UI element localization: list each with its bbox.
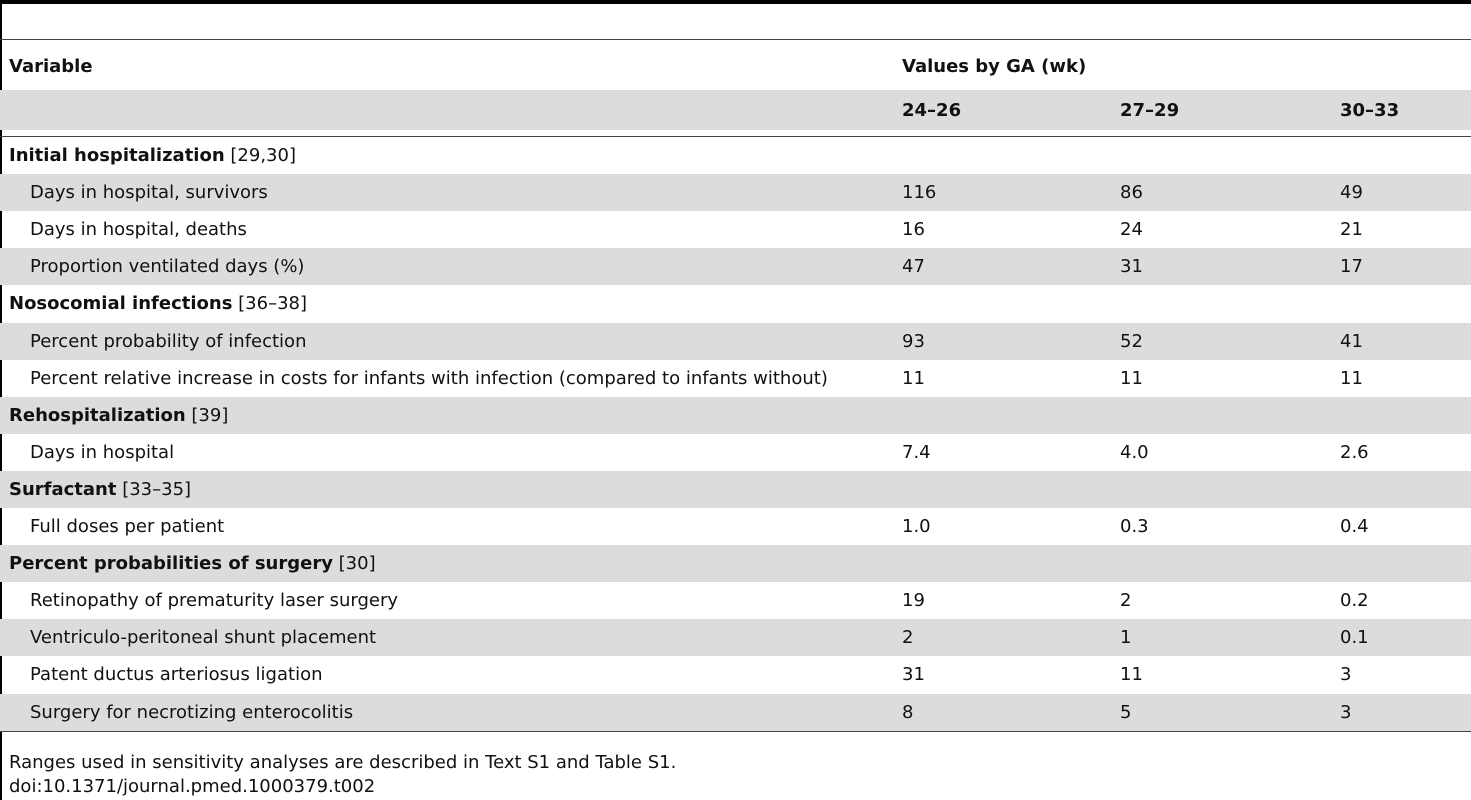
section-reference: [29,30] — [224, 145, 296, 166]
row-label: Days in hospital, survivors — [30, 182, 268, 204]
table-row: Surgery for necrotizing enterocolitis 8 5 3 — [0, 693, 1471, 731]
footnote: Ranges used in sensitivity analyses are … — [9, 752, 677, 773]
cell-value: 11 — [1120, 664, 1143, 686]
row-label: Percent probability of infection — [30, 330, 307, 352]
row-label: Proportion ventilated days (%) — [30, 256, 305, 278]
cell-value: 11 — [902, 367, 925, 389]
cell-value: 8 — [902, 701, 914, 723]
cell-value: 16 — [902, 219, 925, 241]
col-header-1: 24–26 — [902, 99, 962, 121]
table-row: Proportion ventilated days (%) 47 31 17 — [0, 248, 1471, 286]
row-label: Percent relative increase in costs for i… — [30, 367, 828, 389]
column-header-row: 24–26 27–29 30–33 — [0, 90, 1471, 130]
section-title: Surfactant — [9, 478, 117, 500]
top-border — [0, 0, 1471, 4]
section-label: Initial hospitalization [29,30] — [9, 145, 296, 166]
section-label: Percent probabilities of surgery [30] — [9, 553, 376, 574]
cell-value: 0.3 — [1120, 516, 1149, 537]
cell-value: 0.4 — [1340, 516, 1369, 537]
cell-value: 3 — [1340, 664, 1352, 686]
section-label: Nosocomial infections [36–38] — [9, 293, 307, 314]
table-row: Patent ductus arteriosus ligation 31 11 3 — [0, 656, 1471, 693]
cell-value: 116 — [902, 182, 937, 204]
cell-value: 7.4 — [902, 441, 931, 463]
table-row: Days in hospital, deaths 16 24 21 — [0, 211, 1471, 248]
cell-value: 93 — [902, 330, 925, 352]
table-bottom-rule — [0, 731, 1471, 732]
section-row: Rehospitalization [39] — [0, 396, 1471, 434]
cell-value: 0.1 — [1340, 627, 1369, 649]
col-header-3: 30–33 — [1340, 99, 1400, 121]
cell-value: 17 — [1340, 256, 1363, 278]
section-row: Initial hospitalization [29,30] — [0, 137, 1471, 174]
section-reference: [33–35] — [116, 478, 192, 500]
cell-value: 24 — [1120, 219, 1143, 241]
cell-value: 1 — [1120, 627, 1132, 649]
section-title: Rehospitalization — [9, 404, 186, 426]
cell-value: 21 — [1340, 219, 1363, 241]
section-row: Nosocomial infections [36–38] — [0, 285, 1471, 322]
row-label: Days in hospital, deaths — [30, 219, 247, 241]
cell-value: 3 — [1340, 701, 1352, 723]
row-label: Days in hospital — [30, 441, 175, 463]
section-reference: [39] — [185, 404, 229, 426]
section-reference: [30] — [332, 553, 376, 575]
cell-value: 2 — [902, 627, 914, 649]
cell-value: 4.0 — [1120, 441, 1149, 463]
doi: doi:10.1371/journal.pmed.1000379.t002 — [9, 776, 376, 797]
cell-value: 47 — [902, 256, 925, 278]
row-label: Patent ductus arteriosus ligation — [30, 664, 323, 686]
section-title: Initial hospitalization — [9, 145, 225, 166]
variable-header: Variable — [9, 55, 93, 77]
table-row: Days in hospital, survivors 116 86 49 — [0, 174, 1471, 212]
cell-value: 31 — [1120, 256, 1143, 278]
header-bottom-rule — [0, 136, 1471, 137]
cell-value: 41 — [1340, 330, 1363, 352]
col-header-2: 27–29 — [1120, 99, 1180, 121]
table-row: Retinopathy of prematurity laser surgery… — [0, 582, 1471, 619]
table-row: Days in hospital 7.4 4.0 2.6 — [0, 434, 1471, 471]
cell-value: 52 — [1120, 330, 1143, 352]
cell-value: 11 — [1340, 367, 1363, 389]
cell-value: 1.0 — [902, 516, 931, 537]
row-label: Ventriculo-peritoneal shunt placement — [30, 627, 377, 649]
table-row: Ventriculo-peritoneal shunt placement 2 1 0… — [0, 619, 1471, 657]
cell-value: 2.6 — [1340, 441, 1369, 463]
cell-value: 31 — [902, 664, 925, 686]
cell-value: 2 — [1120, 590, 1132, 612]
table-row: Percent relative increase in costs for i… — [0, 360, 1471, 397]
group-header: Values by GA (wk) — [902, 55, 1087, 77]
table-row: Percent probability of infection 93 52 41 — [0, 322, 1471, 360]
section-title: Nosocomial infections — [9, 293, 233, 315]
table-row: Full doses per patient 1.0 0.3 0.4 — [0, 508, 1471, 545]
section-row: Surfactant [33–35] — [0, 470, 1471, 508]
cell-value: 11 — [1120, 367, 1143, 389]
cell-value: 19 — [902, 590, 925, 612]
section-row: Percent probabilities of surgery [30] — [0, 545, 1471, 583]
row-label: Full doses per patient — [30, 516, 225, 537]
row-label: Surgery for necrotizing enterocolitis — [30, 701, 354, 723]
section-reference: [36–38] — [232, 293, 307, 315]
section-label: Surfactant [33–35] — [9, 479, 191, 500]
cell-value: 5 — [1120, 701, 1132, 723]
header-top-rule — [0, 39, 1471, 40]
cell-value: 86 — [1120, 182, 1143, 204]
cell-value: 49 — [1340, 182, 1363, 204]
row-label: Retinopathy of prematurity laser surgery — [30, 590, 399, 612]
header-row: Variable Values by GA (wk) — [0, 46, 1471, 86]
section-title: Percent probabilities of surgery — [9, 553, 333, 575]
section-label: Rehospitalization [39] — [9, 405, 228, 426]
cell-value: 0.2 — [1340, 590, 1369, 612]
